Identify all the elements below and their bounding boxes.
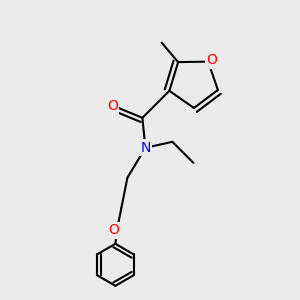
Text: O: O xyxy=(107,99,118,113)
Text: N: N xyxy=(140,141,151,155)
Text: O: O xyxy=(206,53,217,67)
Text: O: O xyxy=(108,223,119,237)
